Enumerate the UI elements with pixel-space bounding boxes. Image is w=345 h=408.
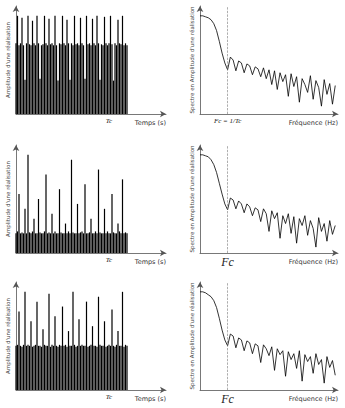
svg-text:Fréquence (Hz): Fréquence (Hz) [289, 258, 338, 266]
svg-text:Fc: Fc [220, 392, 234, 406]
svg-text:Spectre en Amplitude d'une réa: Spectre en Amplitude d'une réalisation [189, 145, 196, 253]
svg-text:Amplitude d'une réalisation: Amplitude d'une réalisation [5, 22, 12, 98]
svg-text:Fréquence (Hz): Fréquence (Hz) [289, 119, 338, 127]
svg-text:Temps (s): Temps (s) [134, 258, 166, 266]
svg-text:Fc: Fc [220, 255, 234, 269]
svg-text:Temps (s): Temps (s) [134, 395, 166, 403]
svg-text:Amplitude d'une réalisation: Amplitude d'une réalisation [5, 161, 12, 237]
svg-text:Tc: Tc [106, 117, 113, 125]
svg-text:Temps (s): Temps (s) [134, 119, 166, 127]
svg-text:Fc = 1/Tc: Fc = 1/Tc [213, 117, 242, 125]
svg-text:Amplitude d'une réalisation: Amplitude d'une réalisation [5, 298, 12, 374]
svg-text:Spectre en Amplitude d'une réa: Spectre en Amplitude d'une réalisation [189, 6, 196, 114]
svg-text:Tc: Tc [106, 256, 113, 264]
svg-text:Fréquence (Hz): Fréquence (Hz) [289, 395, 338, 403]
svg-text:Spectre en Amplitude d'une réa: Spectre en Amplitude d'une réalisation [189, 282, 196, 390]
svg-text:Tc: Tc [106, 393, 113, 401]
